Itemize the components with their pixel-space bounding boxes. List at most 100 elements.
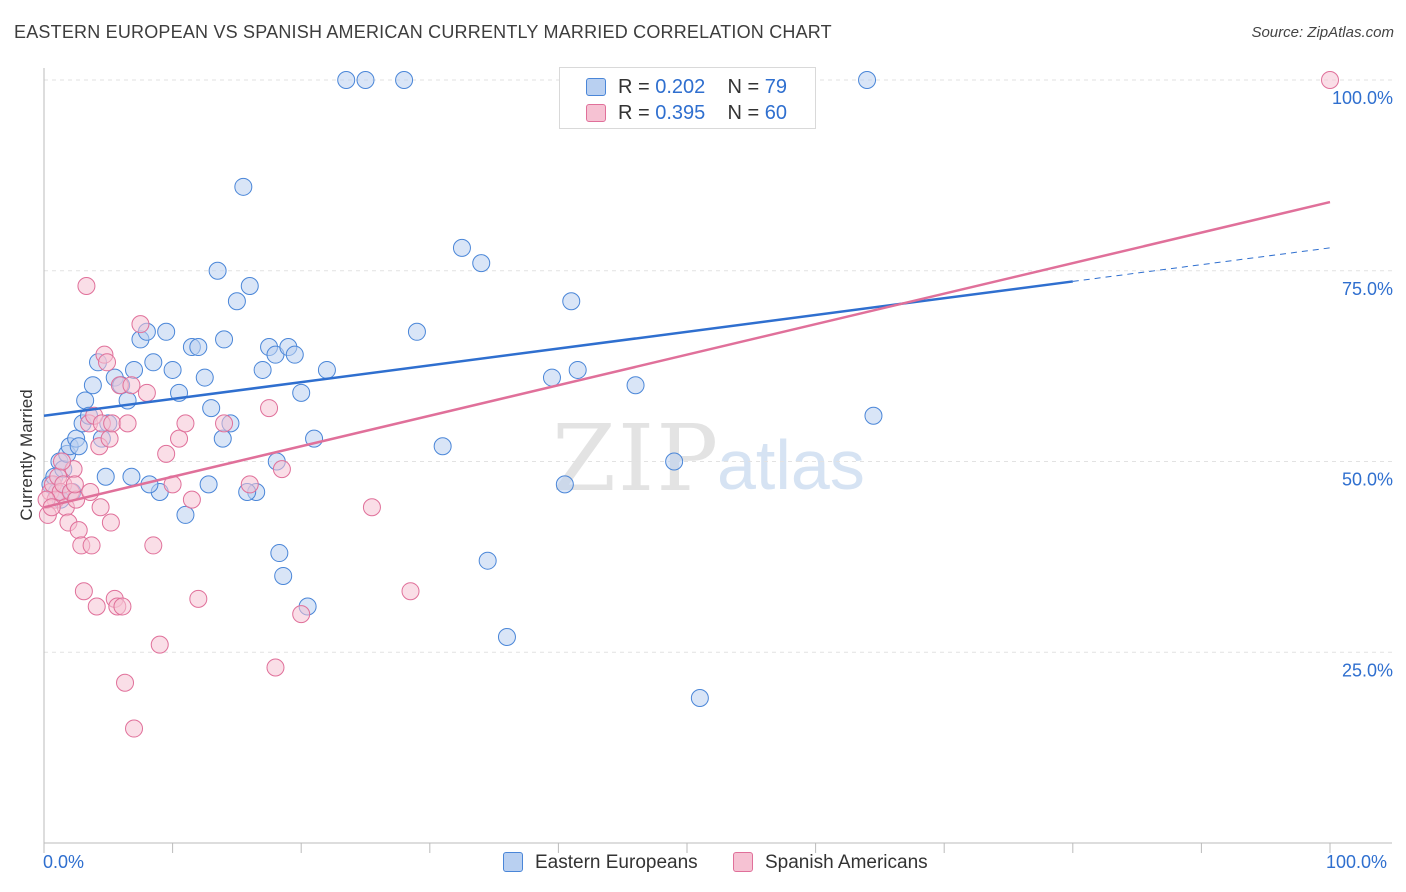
spanish-american-point xyxy=(87,597,106,616)
eastern-european-point xyxy=(542,368,561,387)
eastern-european-point xyxy=(122,467,141,486)
eastern-european-point xyxy=(395,71,414,89)
eastern-european-point xyxy=(253,360,272,379)
spanish-american-point xyxy=(292,605,311,624)
y-tick-label: 75.0% xyxy=(1342,279,1393,299)
eastern-european-point xyxy=(157,322,176,341)
spanish-american-point xyxy=(101,513,120,532)
spanish-american-point xyxy=(53,452,72,471)
spanish-american-point xyxy=(77,277,96,296)
x-tick-label-min: 0.0% xyxy=(43,852,85,872)
legend-item-spanish-americans[interactable]: Spanish Americans xyxy=(733,852,928,876)
eastern-european-point xyxy=(96,467,115,486)
eastern-european-point xyxy=(864,406,883,425)
y-tick-label: 25.0% xyxy=(1342,660,1393,680)
legend-label: Eastern Europeans xyxy=(535,852,698,873)
spanish-american-point xyxy=(272,460,291,479)
legend-n-value: 60 xyxy=(764,102,788,124)
legend-label: Spanish Americans xyxy=(765,852,928,873)
spanish-american-point xyxy=(176,414,195,433)
legend-r-value: 0.395 xyxy=(655,102,706,124)
spanish-american-trend-line xyxy=(43,200,1331,509)
eastern-european-point xyxy=(69,437,88,456)
eastern-european-point xyxy=(240,277,259,296)
eastern-european-point xyxy=(215,330,234,349)
legend-n-label: N = xyxy=(727,76,765,98)
spanish-american-point xyxy=(362,498,381,517)
eastern-european-point xyxy=(562,292,581,311)
eastern-european-point xyxy=(292,383,311,402)
eastern-european-point xyxy=(356,71,375,89)
eastern-european-point xyxy=(568,360,587,379)
eastern-european-point xyxy=(176,505,195,524)
eastern-european-point xyxy=(189,338,208,357)
eastern-european-point xyxy=(626,376,645,395)
spanish-american-point xyxy=(91,498,110,517)
spanish-american-point xyxy=(157,444,176,463)
eastern-european-point xyxy=(227,292,246,311)
spanish-american-point xyxy=(131,315,150,334)
spanish-american-point xyxy=(116,673,135,692)
spanish-american-point xyxy=(69,521,88,540)
spanish-american-point xyxy=(100,429,119,448)
spanish-american-point xyxy=(150,635,169,654)
eastern-european-point xyxy=(202,399,221,418)
legend-swatch-pink xyxy=(586,104,606,122)
eastern-european-point xyxy=(497,627,516,646)
spanish-american-point xyxy=(240,475,259,494)
eastern-european-point xyxy=(285,345,304,364)
legend-r-label: R = xyxy=(618,102,656,124)
eastern-european-point xyxy=(208,261,227,280)
eastern-european-point xyxy=(163,360,182,379)
eastern-european-point xyxy=(317,360,336,379)
eastern-european-point xyxy=(433,437,452,456)
eastern-european-point xyxy=(555,475,574,494)
eastern-european-point xyxy=(83,376,102,395)
legend-r-label: R = xyxy=(618,76,656,98)
legend-n-label: N = xyxy=(727,102,765,124)
spanish-american-point xyxy=(125,719,144,738)
spanish-american-point xyxy=(1321,71,1339,89)
correlation-legend: R = 0.202 N = 79 R = 0.395 N = 60 xyxy=(559,67,816,129)
spanish-american-point xyxy=(82,536,101,555)
legend-swatch-blue xyxy=(503,852,523,872)
spanish-american-point xyxy=(215,414,234,433)
spanish-american-point xyxy=(42,498,61,517)
eastern-european-point xyxy=(478,551,497,570)
source-label: Source: ZipAtlas.com xyxy=(1251,24,1394,41)
spanish-american-point xyxy=(122,376,141,395)
y-tick-label: 50.0% xyxy=(1342,470,1393,490)
watermark-zip: ZIP xyxy=(552,405,721,512)
spanish-american-point xyxy=(401,582,420,601)
spanish-american-point xyxy=(113,597,132,616)
spanish-american-point xyxy=(74,582,93,601)
spanish-american-point xyxy=(260,399,279,418)
eastern-european-point xyxy=(337,71,356,89)
spanish-american-point xyxy=(65,475,84,494)
eastern-european-point xyxy=(665,452,684,471)
legend-r-value: 0.202 xyxy=(655,76,706,98)
eastern-european-point xyxy=(690,689,709,708)
spanish-american-point xyxy=(182,490,201,509)
eastern-european-point xyxy=(858,71,877,89)
spanish-american-point xyxy=(118,414,137,433)
eastern-european-point xyxy=(199,475,218,494)
eastern-european-point xyxy=(234,177,253,196)
eastern-european-point xyxy=(472,254,491,273)
eastern-european-point xyxy=(270,544,289,563)
watermark-atlas: atlas xyxy=(717,426,865,504)
spanish-american-point xyxy=(266,658,285,677)
chart-title: EASTERN EUROPEAN VS SPANISH AMERICAN CUR… xyxy=(14,22,832,42)
eastern-european-point xyxy=(407,322,426,341)
eastern-european-point xyxy=(195,368,214,387)
spanish-american-point xyxy=(144,536,163,555)
spanish-american-point xyxy=(170,429,189,448)
y-tick-label: 100.0% xyxy=(1332,88,1393,108)
spanish-american-point xyxy=(98,353,117,372)
eastern-european-point xyxy=(452,238,471,257)
eastern-european-point xyxy=(274,566,293,585)
eastern-european-point xyxy=(213,429,232,448)
legend-item-eastern-europeans[interactable]: Eastern Europeans xyxy=(503,852,698,876)
eastern-european-point xyxy=(125,360,144,379)
